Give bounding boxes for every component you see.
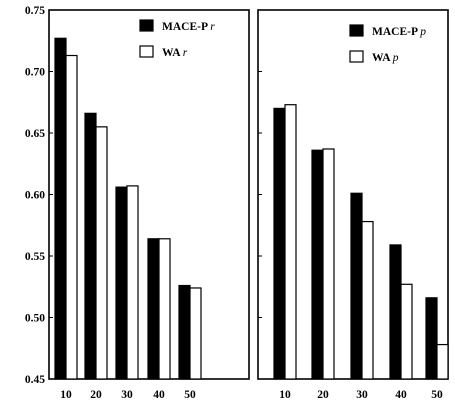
bar-mace-p: [147, 238, 160, 380]
bar-mace-p: [178, 284, 191, 380]
bar-mace-p: [54, 37, 67, 380]
bar-wa: [95, 126, 108, 380]
x-tick-label: 40: [153, 389, 165, 401]
legend-label-italic: r: [210, 21, 215, 33]
bar-wa: [322, 148, 335, 380]
bar-mace-p: [425, 297, 438, 380]
legend-label: WA p: [372, 52, 399, 64]
x-tick-label: 10: [60, 389, 72, 401]
x-tick-label: 10: [279, 389, 291, 401]
legend-label-italic: r: [183, 47, 188, 59]
x-tick-label: 50: [184, 389, 196, 401]
legend-label-italic: p: [419, 26, 426, 38]
y-tick-label: 0.50: [25, 313, 45, 325]
legend-swatch: [139, 19, 154, 32]
x-tick-label: 50: [431, 389, 443, 401]
legend-label: WA r: [162, 47, 188, 59]
bar-wa: [65, 54, 78, 380]
legend-label: MACE-P r: [162, 21, 215, 33]
legend-label: MACE-P p: [372, 26, 426, 38]
chart-panel-1: 0.45 0.50 0.55 0.60 0.65 0.70 0.75 10 20 30 40 50 MA…: [25, 5, 250, 401]
x-tick-label: 30: [121, 389, 133, 401]
y-tick-label: 0.45: [25, 374, 45, 386]
bar-mace-p: [350, 192, 363, 380]
legend-label-italic: p: [392, 52, 399, 64]
x-tick-label: 40: [395, 389, 407, 401]
legend-swatch: [349, 24, 364, 37]
chart-panel-2: 10 20 30 40 50 MACE-P p WA p: [257, 9, 449, 401]
y-tick-label: 0.75: [25, 5, 45, 17]
bar-wa: [158, 238, 171, 380]
bar-wa: [189, 287, 202, 380]
bar-wa: [284, 104, 297, 380]
legend-swatch: [139, 45, 154, 58]
y-tick-label: 0.55: [25, 251, 45, 263]
bar-mace-p: [273, 107, 286, 380]
bar-wa: [126, 185, 139, 380]
x-tick-label: 30: [356, 389, 368, 401]
y-tick-label: 0.60: [25, 190, 45, 202]
bar-mace-p: [84, 112, 97, 380]
bar-wa: [436, 343, 449, 380]
bar-mace-p: [115, 186, 128, 380]
bar-mace-p: [389, 244, 402, 380]
x-tick-label: 20: [90, 389, 102, 401]
bar-wa: [400, 283, 413, 380]
bar-wa: [361, 220, 374, 380]
legend-swatch: [349, 50, 364, 63]
y-tick-label: 0.70: [25, 67, 45, 79]
x-tick-label: 20: [317, 389, 329, 401]
bar-mace-p: [311, 149, 324, 380]
y-tick-label: 0.65: [25, 128, 45, 140]
